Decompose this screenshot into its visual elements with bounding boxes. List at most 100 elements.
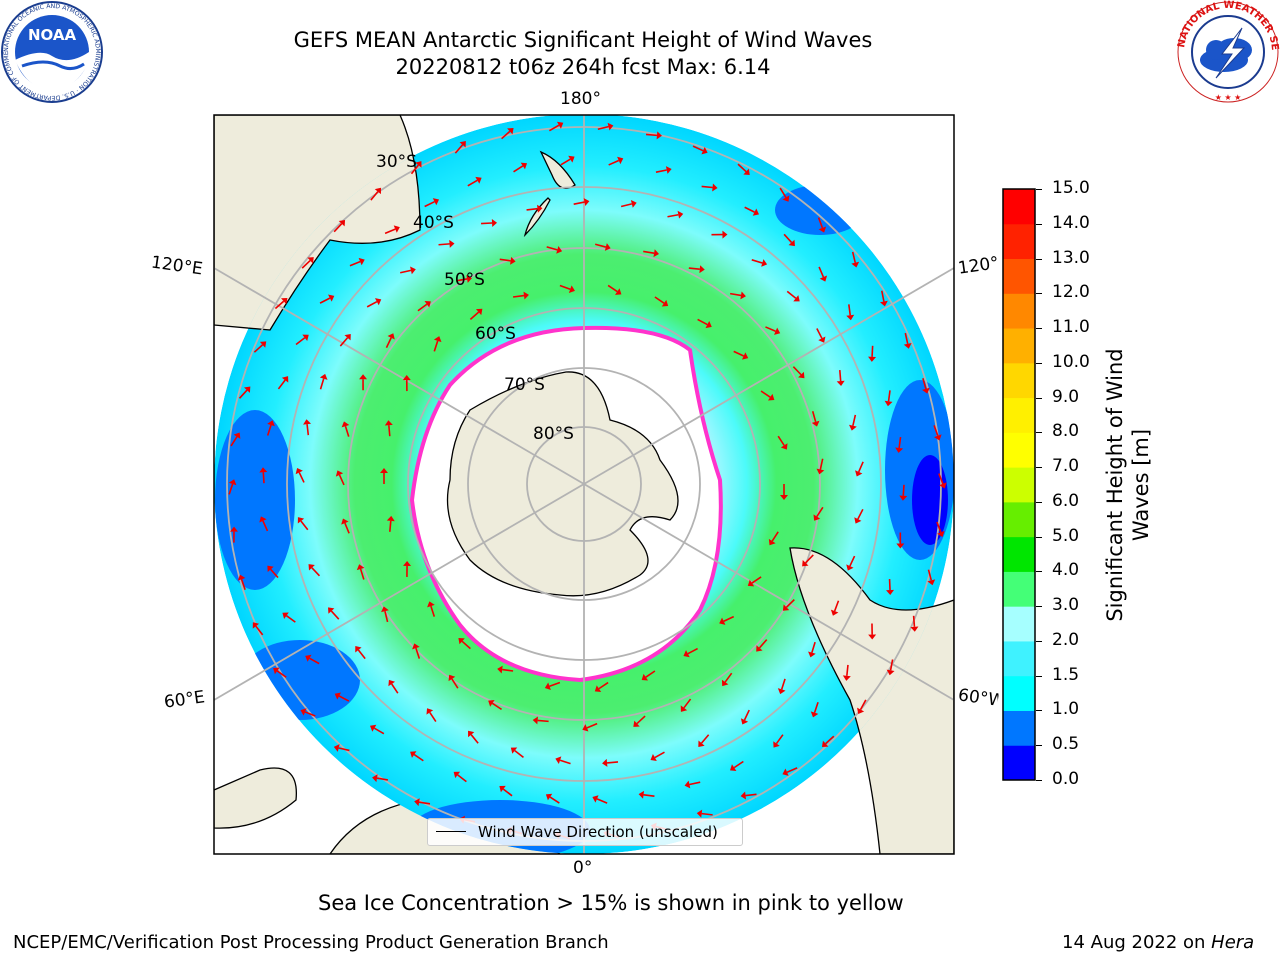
wave-arrow xyxy=(549,681,561,688)
footer-date: 14 Aug 2022 on xyxy=(1062,932,1212,953)
wave-arrow xyxy=(276,670,287,678)
wave-arrow-head xyxy=(680,705,688,712)
wave-arrow-head xyxy=(475,176,482,184)
wave-arrow xyxy=(849,555,856,567)
wave-arrow xyxy=(230,436,238,447)
wave-arrow xyxy=(933,425,939,437)
wave-arrow-head xyxy=(244,386,251,393)
wave-arrow xyxy=(391,683,399,694)
wave-arrow xyxy=(689,781,701,786)
wave-arrow xyxy=(549,124,560,132)
wave-arrow-head xyxy=(767,393,775,401)
wave-arrow-head xyxy=(424,301,431,308)
wave-arrow-head xyxy=(328,294,335,302)
lat-label-70s: 70°S xyxy=(504,375,545,395)
colorbar-tick-mark xyxy=(1036,223,1042,225)
wave-arrow-head xyxy=(701,147,708,155)
wave-arrow xyxy=(573,201,585,205)
wave-arrow-head xyxy=(633,720,640,727)
wave-arrow xyxy=(400,269,412,274)
colorbar-tick-mark xyxy=(1036,258,1042,260)
colorbar-tick-mark xyxy=(1036,328,1042,330)
wave-arrow xyxy=(344,522,350,534)
wave-arrow xyxy=(255,625,264,636)
wave-arrow xyxy=(240,579,246,591)
colorbar-tick-label: 5.0 xyxy=(1052,525,1080,546)
wave-arrow-head xyxy=(740,291,746,300)
colorbar-segment xyxy=(1003,745,1035,781)
wave-arrow xyxy=(338,474,345,486)
colorbar-tick-mark xyxy=(1036,780,1042,781)
wave-arrow-head xyxy=(756,645,763,652)
sea-ice-caption: Sea Ice Concentration > 15% is shown in … xyxy=(318,891,904,915)
wave-arrow-head xyxy=(607,122,614,131)
wave-arrow xyxy=(499,258,511,262)
wave-arrow xyxy=(922,378,927,390)
colorbar-tick-label: 3.0 xyxy=(1052,595,1080,616)
wave-arrow-head xyxy=(453,771,461,779)
wave-arrow-head xyxy=(740,718,749,725)
wave-arrow-head xyxy=(303,419,312,425)
colorbar-tick-label: 7.0 xyxy=(1052,456,1080,477)
wave-arrow-head xyxy=(468,730,475,738)
wave-arrow xyxy=(692,145,704,152)
colorbar-segment xyxy=(1003,501,1035,538)
colorbar-tick-mark xyxy=(1036,710,1042,712)
wave-arrow-head xyxy=(381,606,389,613)
colorbar-tick-label: 10.0 xyxy=(1052,351,1090,372)
wave-arrow xyxy=(852,414,857,426)
colorbar-tick-mark xyxy=(1036,362,1042,364)
wave-arrow xyxy=(777,435,785,446)
wave-arrow-head xyxy=(927,579,936,586)
wave-arrow xyxy=(596,798,608,804)
wave-arrow xyxy=(301,259,311,269)
wave-arrow-head xyxy=(403,560,412,566)
wave-arrow-head xyxy=(602,758,608,767)
wave-arrow xyxy=(513,165,524,173)
wave-arrow-head xyxy=(386,515,395,522)
wave-arrow xyxy=(912,615,916,627)
wave-arrow xyxy=(376,777,388,781)
wave-arrow-head xyxy=(851,261,860,268)
wave-arrow-head xyxy=(281,297,288,305)
wave-arrow xyxy=(373,727,385,735)
wave-arrow xyxy=(370,191,379,201)
lat-label-60s: 60°S xyxy=(475,324,516,344)
wave-arrow-head xyxy=(370,724,377,732)
wave-arrow xyxy=(306,424,310,436)
wave-arrow xyxy=(586,722,598,729)
wave-arrow-head xyxy=(333,744,340,752)
wave-arrow xyxy=(339,337,349,347)
wave-arrow-head xyxy=(813,514,821,521)
wave-arrow xyxy=(253,344,264,353)
wave-arrow xyxy=(438,243,450,246)
lat-label-30s: 30°S xyxy=(376,152,417,172)
wave-arrow xyxy=(270,568,279,579)
wave-arrow-head xyxy=(854,517,862,524)
colorbar-tick-label: 0.5 xyxy=(1052,734,1080,755)
wave-arrow-head xyxy=(836,380,845,387)
colorbar-tick-label: 1.0 xyxy=(1052,699,1080,720)
wave-arrow xyxy=(424,200,435,208)
wave-arrow-head xyxy=(665,166,672,174)
wave-arrow-head xyxy=(344,333,351,341)
wave-arrow-head xyxy=(819,275,828,282)
wave-arrow xyxy=(927,569,933,581)
wave-arrow-head xyxy=(722,230,728,239)
wave-arrow xyxy=(805,554,814,564)
wave-arrow-head xyxy=(510,256,516,265)
wave-arrow-head xyxy=(267,565,274,573)
wave-arrow-head xyxy=(811,420,820,427)
wave-arrow-head xyxy=(821,740,829,747)
wave-arrow-head xyxy=(661,299,669,307)
wave-arrow-head xyxy=(328,607,335,614)
wave-arrow-head xyxy=(934,434,942,441)
colorbar-tick-label: 11.0 xyxy=(1052,317,1090,338)
wave-arrow-head xyxy=(372,774,378,783)
wave-arrow xyxy=(388,425,391,437)
wave-arrow-head xyxy=(449,239,455,248)
colorbar-segment xyxy=(1003,223,1035,260)
colorbar-tick-label: 9.0 xyxy=(1052,386,1080,407)
wave-arrow xyxy=(819,458,824,470)
wave-arrow-head xyxy=(641,673,649,681)
